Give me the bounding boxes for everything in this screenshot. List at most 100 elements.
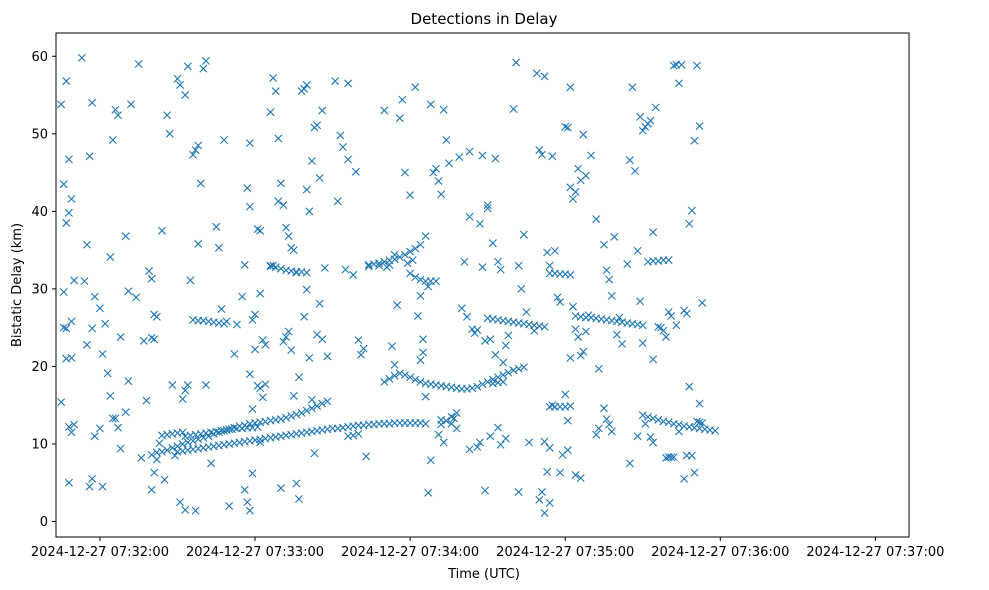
data-point [514,261,523,270]
data-point [501,341,510,350]
data-point [478,151,487,160]
data-point [62,324,71,333]
data-point [181,505,190,514]
data-point [556,468,565,477]
data-point [320,263,329,272]
data-point [566,270,575,279]
data-point [406,269,415,278]
data-point [245,506,254,515]
data-point [545,443,554,452]
data-point [548,152,557,161]
data-point [574,332,583,341]
data-point [390,371,399,380]
data-point [592,430,601,439]
data-point [220,136,229,144]
data-point [690,136,699,145]
x-tick-label: 2024-12-27 07:37:00 [806,545,944,560]
x-tick-label: 2024-12-27 07:32:00 [31,545,169,560]
data-point [568,194,577,203]
data-point [271,87,280,96]
data-point [519,230,528,239]
data-point [641,419,650,428]
data-point [305,353,314,362]
data-point [64,422,73,431]
data-point [191,146,200,155]
data-point [654,415,663,424]
data-point [636,297,645,306]
data-point [274,197,283,206]
data-point [276,484,285,493]
data-point [121,232,130,241]
data-point [318,399,327,408]
data-point [419,348,428,357]
data-point [284,232,293,241]
data-point [623,260,632,269]
data-point [424,488,433,497]
data-point [390,360,399,369]
data-point [126,100,135,109]
y-axis-label: Bistatic Delay (km) [10,223,25,347]
data-point [411,375,420,384]
data-point [256,438,265,447]
data-point [571,470,580,479]
data-point [191,506,200,515]
data-point [245,139,254,148]
x-axis: 2024-12-27 07:32:00 2024-12-27 07:33:00 20… [31,537,944,560]
data-point [238,292,247,301]
data-point [579,130,588,139]
data-point [85,152,94,161]
data-point [292,410,301,419]
data-point [341,265,350,274]
data-point [543,248,552,257]
data-point [431,277,440,286]
data-point [269,73,278,82]
data-point [421,419,430,428]
data-point [274,134,283,143]
data-point [248,405,257,414]
data-point [563,446,572,455]
data-point [145,267,154,276]
data-point [437,190,446,199]
data-point [108,414,117,423]
x-tick-label: 2024-12-27 07:36:00 [651,545,789,560]
data-point [282,413,291,422]
data-point [605,275,614,284]
data-point [669,453,678,462]
data-point [302,406,311,415]
data-point [638,339,647,348]
data-point [393,301,402,310]
data-point [98,482,107,491]
data-point [607,291,616,300]
data-point [395,369,404,378]
data-point [70,420,79,429]
data-point [67,353,76,362]
y-tick-label: 20 [31,360,48,375]
data-point [95,424,104,433]
data-point [88,324,97,333]
data-point [693,61,702,70]
data-point [411,273,420,282]
data-point [625,156,634,165]
data-point [566,401,575,410]
data-point [636,112,645,121]
data-point [194,435,203,444]
data-point [178,394,187,403]
data-point [483,204,492,213]
data-point [592,215,601,224]
data-markers [57,53,720,517]
data-point [258,393,267,402]
data-point [695,122,704,131]
data-point [426,100,435,109]
data-point [395,253,404,262]
data-point [201,381,210,390]
data-point [70,276,79,285]
data-point [271,263,280,272]
data-point [243,498,252,507]
data-point [178,428,187,437]
data-point [307,404,316,413]
data-point [88,474,97,483]
data-point [465,147,474,156]
data-point [155,439,164,448]
data-point [483,201,492,210]
data-point [266,261,275,270]
